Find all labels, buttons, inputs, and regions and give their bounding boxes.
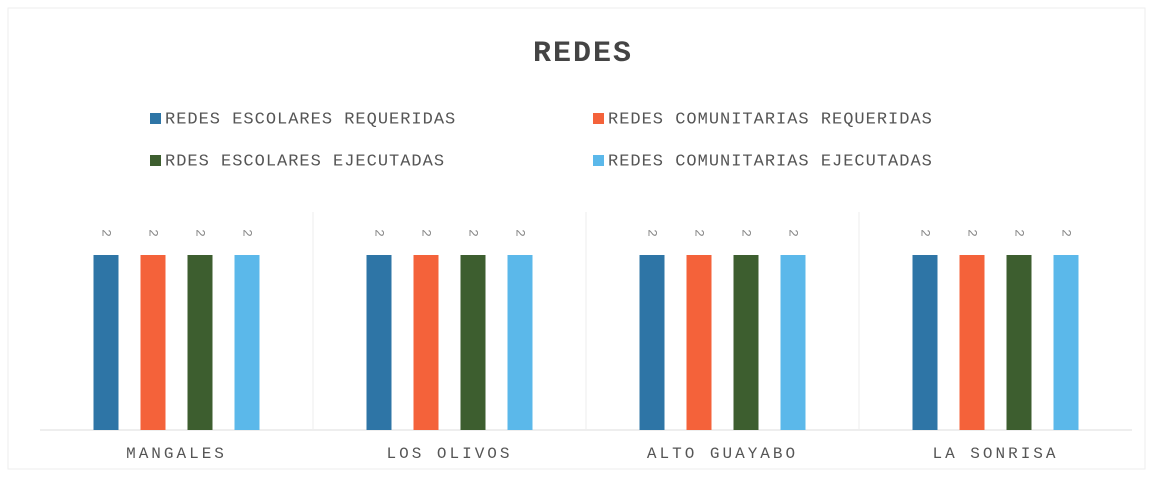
data-label: 2 [1059,229,1074,237]
data-label: 2 [193,229,208,237]
x-tick-label: LA SONRISA [932,445,1058,463]
frame [7,7,1146,470]
bar [912,255,938,430]
data-label: 2 [692,229,707,237]
bar [686,255,712,430]
data-label: 2 [786,229,801,237]
legend-swatch [150,155,161,166]
data-label: 2 [419,229,434,237]
data-label: 2 [146,229,161,237]
chart-title: REDES [533,37,633,71]
data-label: 2 [965,229,980,237]
legend-swatch [593,113,604,124]
data-label: 2 [240,229,255,237]
bar [1053,255,1079,430]
bar [93,255,119,430]
bar [187,255,213,430]
bar [366,255,392,430]
data-label: 2 [99,229,114,237]
bar [460,255,486,430]
bar [780,255,806,430]
bar [733,255,759,430]
data-label: 2 [372,229,387,237]
data-label: 2 [739,229,754,237]
legend-swatch [150,113,161,124]
x-tick-label: LOS OLIVOS [386,445,512,463]
bar [140,255,166,430]
data-label: 2 [466,229,481,237]
legend-label: REDES COMUNITARIAS REQUERIDAS [608,110,933,129]
data-label: 2 [645,229,660,237]
legend-label: REDES COMUNITARIAS EJECUTADAS [608,152,933,171]
data-label: 2 [918,229,933,237]
data-label: 2 [1012,229,1027,237]
bar [639,255,665,430]
legend-swatch [593,155,604,166]
bar [413,255,439,430]
bar [959,255,985,430]
legend-label: RDES ESCOLARES EJECUTADAS [165,152,445,171]
bar [1006,255,1032,430]
bar [234,255,260,430]
bar [507,255,533,430]
data-label: 2 [513,229,528,237]
x-tick-label: MANGALES [126,445,227,463]
legend-label: REDES ESCOLARES REQUERIDAS [165,110,456,129]
x-tick-label: ALTO GUAYABO [647,445,798,463]
